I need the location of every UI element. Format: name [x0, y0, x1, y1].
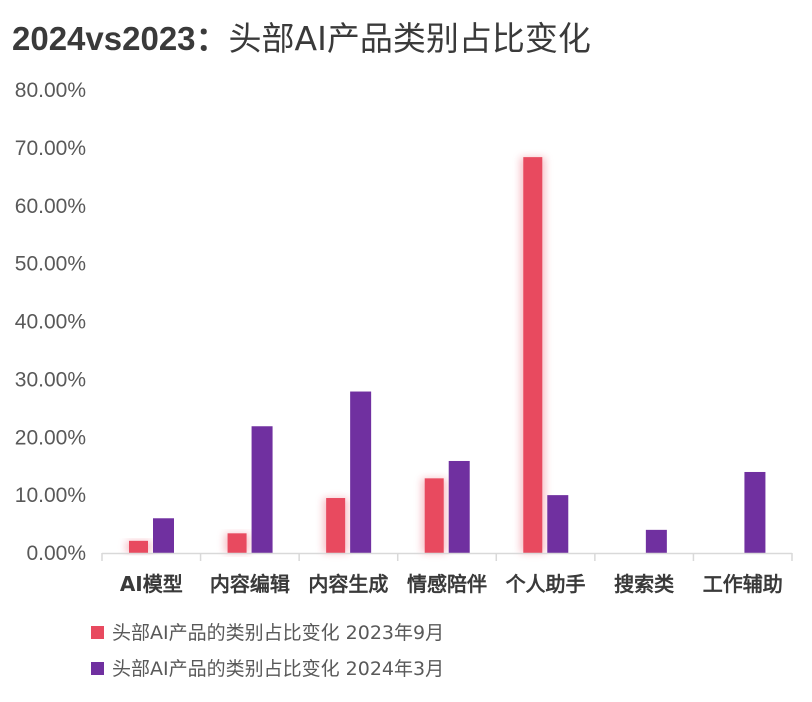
x-category-label: AI模型	[120, 572, 183, 596]
x-category-label: 内容编辑	[210, 572, 290, 596]
y-tick-label: 60.00%	[15, 195, 86, 218]
x-axis: AI模型 内容编辑 内容生成 情感陪伴 个人助手 搜索类 工作辅助	[101, 552, 793, 596]
x-category-label: 工作辅助	[703, 572, 783, 596]
x-category-label: 个人助手	[505, 572, 586, 596]
bar-2023-2	[326, 498, 346, 553]
bars	[126, 157, 766, 553]
chart-title-rest: 头部AI产品类别占比变化	[228, 19, 591, 58]
y-tick-label: 0.00%	[26, 542, 86, 565]
bar-2023-4	[523, 157, 543, 553]
y-tick-label: 10.00%	[15, 484, 86, 507]
bar-2024-2	[350, 391, 372, 553]
y-tick-label: 80.00%	[15, 79, 86, 102]
x-category-label: 内容生成	[308, 572, 388, 596]
x-category-label: 情感陪伴	[407, 572, 487, 596]
legend-swatch	[91, 626, 104, 639]
bar-2024-6	[744, 471, 766, 553]
y-tick-label: 20.00%	[15, 426, 86, 449]
legend-label: 头部AI产品的类别占比变化 2023年9月	[112, 622, 444, 644]
bar-2024-3	[448, 460, 470, 553]
bar-2023-0	[129, 540, 148, 553]
bar-2024-0	[153, 518, 174, 553]
bar-2024-4	[547, 495, 569, 553]
y-tick-label: 40.00%	[15, 311, 86, 334]
bar-2023-1	[227, 533, 247, 553]
bar-2023-3	[424, 478, 444, 553]
y-tick-label: 50.00%	[15, 253, 86, 276]
chart-title-bold: 2024vs2023：	[12, 20, 229, 57]
legend-swatch	[91, 662, 104, 675]
y-tick-label: 70.00%	[15, 137, 86, 160]
bar-2024-1	[251, 426, 273, 553]
y-tick-label: 30.00%	[15, 368, 86, 391]
x-category-label: 搜索类	[614, 572, 674, 596]
chart-title: 2024vs2023：头部AI产品类别占比变化	[12, 12, 591, 60]
y-axis: 0.00% 10.00% 20.00% 30.00% 40.00% 50.00% 60.00…	[15, 79, 86, 565]
bar-2024-5	[645, 529, 667, 553]
legend-label: 头部AI产品的类别占比变化 2024年3月	[112, 658, 444, 680]
